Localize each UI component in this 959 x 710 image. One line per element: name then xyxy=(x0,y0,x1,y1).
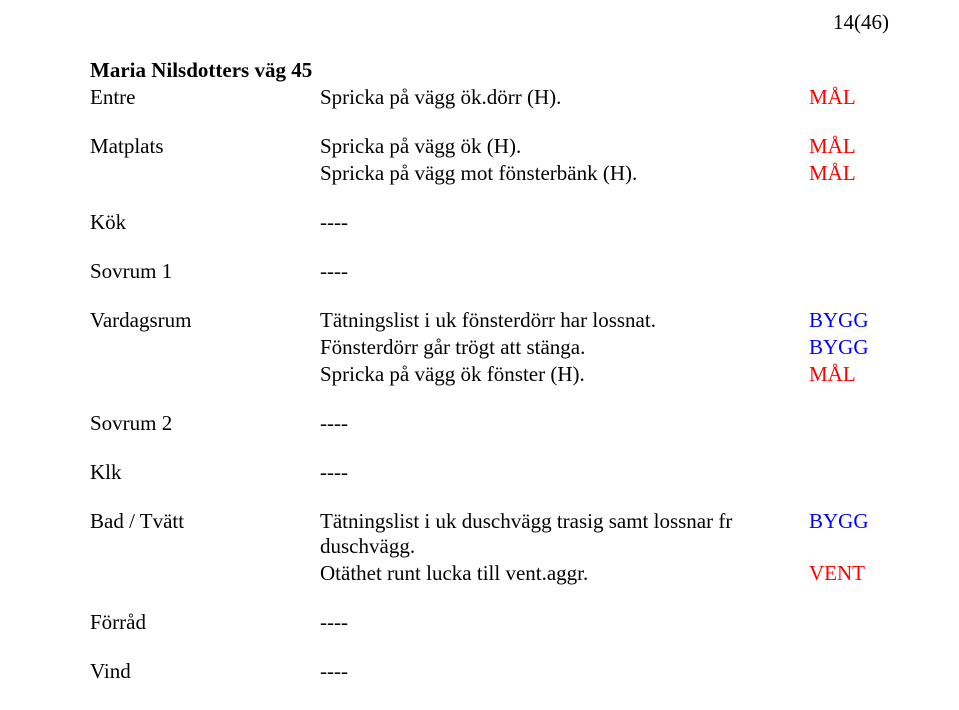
room-label: Matplats xyxy=(90,134,320,159)
room-line: Fönsterdörr går trögt att stänga. xyxy=(320,335,809,360)
room-row-entre: Entre Spricka på vägg ök.dörr (H). MÅL xyxy=(90,85,899,110)
room-row-matplats-2: Spricka på vägg mot fönsterbänk (H). MÅL xyxy=(90,161,899,186)
room-line: Spricka på vägg mot fönsterbänk (H). xyxy=(320,161,809,186)
room-row-vardagsrum: Vardagsrum Tätningslist i uk fönsterdörr… xyxy=(90,308,899,333)
room-label: Sovrum 2 xyxy=(90,411,320,436)
tag-mal: MÅL xyxy=(809,134,899,159)
room-label: Klk xyxy=(90,460,320,485)
room-label: Entre xyxy=(90,85,320,110)
room-line: Otäthet runt lucka till vent.aggr. xyxy=(320,561,809,586)
room-row-vardagsrum-2: Fönsterdörr går trögt att stänga. BYGG xyxy=(90,335,899,360)
room-line: ---- xyxy=(320,610,809,635)
room-line: Tätningslist i uk fönsterdörr har lossna… xyxy=(320,308,809,333)
room-line: Tätningslist i uk duschvägg trasig samt … xyxy=(320,509,809,559)
room-line: Spricka på vägg ök fönster (H). xyxy=(320,362,809,387)
room-line: ---- xyxy=(320,210,809,235)
room-row-matplats: Matplats Spricka på vägg ök (H). MÅL xyxy=(90,134,899,159)
room-label: Sovrum 1 xyxy=(90,259,320,284)
tag-mal: MÅL xyxy=(809,85,899,110)
room-label: Förråd xyxy=(90,610,320,635)
tag-bygg: BYGG xyxy=(809,335,899,360)
page-title: Maria Nilsdotters väg 45 xyxy=(90,58,899,83)
room-row-klk: Klk ---- xyxy=(90,460,899,485)
room-label: Vardagsrum xyxy=(90,308,320,333)
room-row-badtvatt-2: Otäthet runt lucka till vent.aggr. VENT xyxy=(90,561,899,586)
tag-bygg: BYGG xyxy=(809,308,899,333)
room-row-forrad: Förråd ---- xyxy=(90,610,899,635)
page-number: 14(46) xyxy=(833,10,889,35)
page: 14(46) Maria Nilsdotters väg 45 Entre Sp… xyxy=(0,0,959,710)
room-row-vardagsrum-3: Spricka på vägg ök fönster (H). MÅL xyxy=(90,362,899,387)
room-label: Vind xyxy=(90,659,320,684)
room-line: ---- xyxy=(320,411,809,436)
tag-mal: MÅL xyxy=(809,362,899,387)
room-line: ---- xyxy=(320,259,809,284)
room-line: ---- xyxy=(320,460,809,485)
room-line: Spricka på vägg ök (H). xyxy=(320,134,809,159)
room-row-vind: Vind ---- xyxy=(90,659,899,684)
room-line: Spricka på vägg ök.dörr (H). xyxy=(320,85,809,110)
room-label: Kök xyxy=(90,210,320,235)
tag-bygg: BYGG xyxy=(809,509,899,534)
room-line: ---- xyxy=(320,659,809,684)
room-label: Bad / Tvätt xyxy=(90,509,320,534)
room-row-badtvatt: Bad / Tvätt Tätningslist i uk duschvägg … xyxy=(90,509,899,559)
room-row-sovrum2: Sovrum 2 ---- xyxy=(90,411,899,436)
room-row-kok: Kök ---- xyxy=(90,210,899,235)
tag-vent: VENT xyxy=(809,561,899,586)
tag-mal: MÅL xyxy=(809,161,899,186)
room-row-sovrum1: Sovrum 1 ---- xyxy=(90,259,899,284)
